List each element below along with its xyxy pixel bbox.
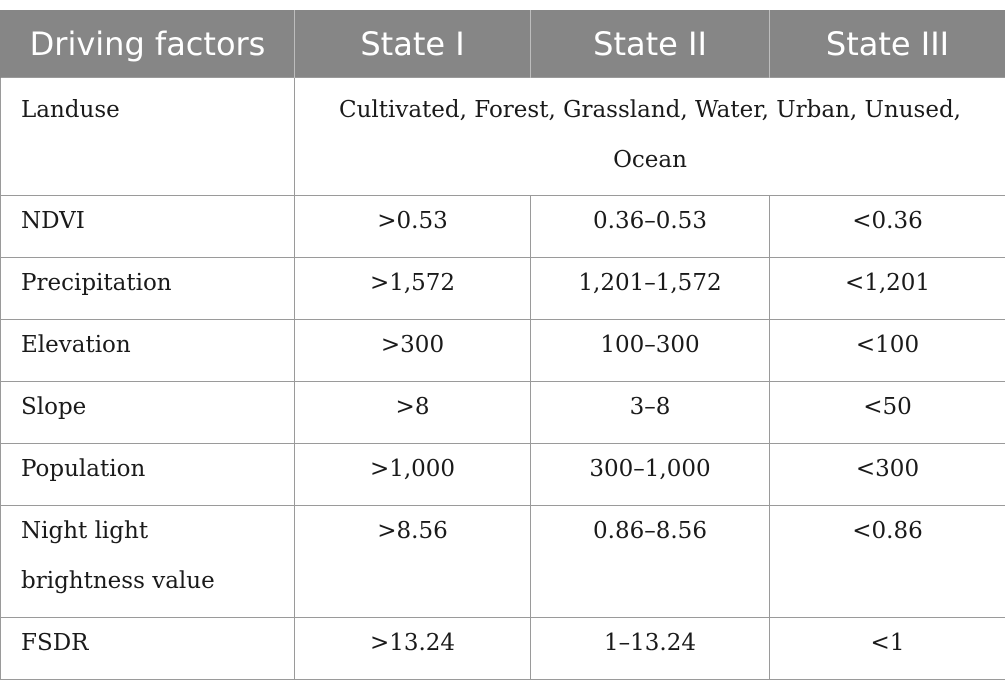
factor-cell: FSDR (1, 618, 295, 680)
table-row: Night light brightness value >8.56 0.86–… (1, 506, 1005, 618)
landuse-classes-cell: Cultivated, Forest, Grassland, Water, Ur… (295, 78, 1005, 196)
table-row: Elevation >300 100–300 <100 (1, 320, 1005, 382)
header-driving-factors: Driving factors (1, 10, 295, 78)
header-state-2: State II (531, 10, 770, 78)
factor-cell: Population (1, 444, 295, 506)
factor-cell: NDVI (1, 196, 295, 258)
state-3-cell: <100 (770, 320, 1005, 382)
state-1-cell: >300 (295, 320, 531, 382)
state-2-cell: 1,201–1,572 (531, 258, 770, 320)
state-3-cell: <1 (770, 618, 1005, 680)
state-3-cell: <300 (770, 444, 1005, 506)
state-1-cell: >13.24 (295, 618, 531, 680)
state-3-cell: <0.86 (770, 506, 1005, 618)
state-2-cell: 0.36–0.53 (531, 196, 770, 258)
table-body: Landuse Cultivated, Forest, Grassland, W… (1, 78, 1005, 680)
driving-factors-table: Driving factors State I State II State I… (0, 10, 1005, 680)
state-3-cell: <50 (770, 382, 1005, 444)
state-1-cell: >1,572 (295, 258, 531, 320)
factor-cell: Precipitation (1, 258, 295, 320)
table-row: NDVI >0.53 0.36–0.53 <0.36 (1, 196, 1005, 258)
state-1-cell: >8.56 (295, 506, 531, 618)
header-row: Driving factors State I State II State I… (1, 10, 1005, 78)
state-1-cell: >1,000 (295, 444, 531, 506)
header-state-1: State I (295, 10, 531, 78)
state-2-cell: 0.86–8.56 (531, 506, 770, 618)
state-3-cell: <1,201 (770, 258, 1005, 320)
factor-cell: Landuse (1, 78, 295, 196)
state-1-cell: >8 (295, 382, 531, 444)
state-2-cell: 100–300 (531, 320, 770, 382)
header-state-3: State III (770, 10, 1005, 78)
factor-cell: Slope (1, 382, 295, 444)
state-2-cell: 3–8 (531, 382, 770, 444)
table-row: Slope >8 3–8 <50 (1, 382, 1005, 444)
factor-cell: Night light brightness value (1, 506, 295, 618)
table-row: Precipitation >1,572 1,201–1,572 <1,201 (1, 258, 1005, 320)
state-2-cell: 300–1,000 (531, 444, 770, 506)
table-row-landuse: Landuse Cultivated, Forest, Grassland, W… (1, 78, 1005, 196)
state-1-cell: >0.53 (295, 196, 531, 258)
table-header: Driving factors State I State II State I… (1, 10, 1005, 78)
factor-cell: Elevation (1, 320, 295, 382)
table-row: FSDR >13.24 1–13.24 <1 (1, 618, 1005, 680)
table-row: Population >1,000 300–1,000 <300 (1, 444, 1005, 506)
state-3-cell: <0.36 (770, 196, 1005, 258)
state-2-cell: 1–13.24 (531, 618, 770, 680)
